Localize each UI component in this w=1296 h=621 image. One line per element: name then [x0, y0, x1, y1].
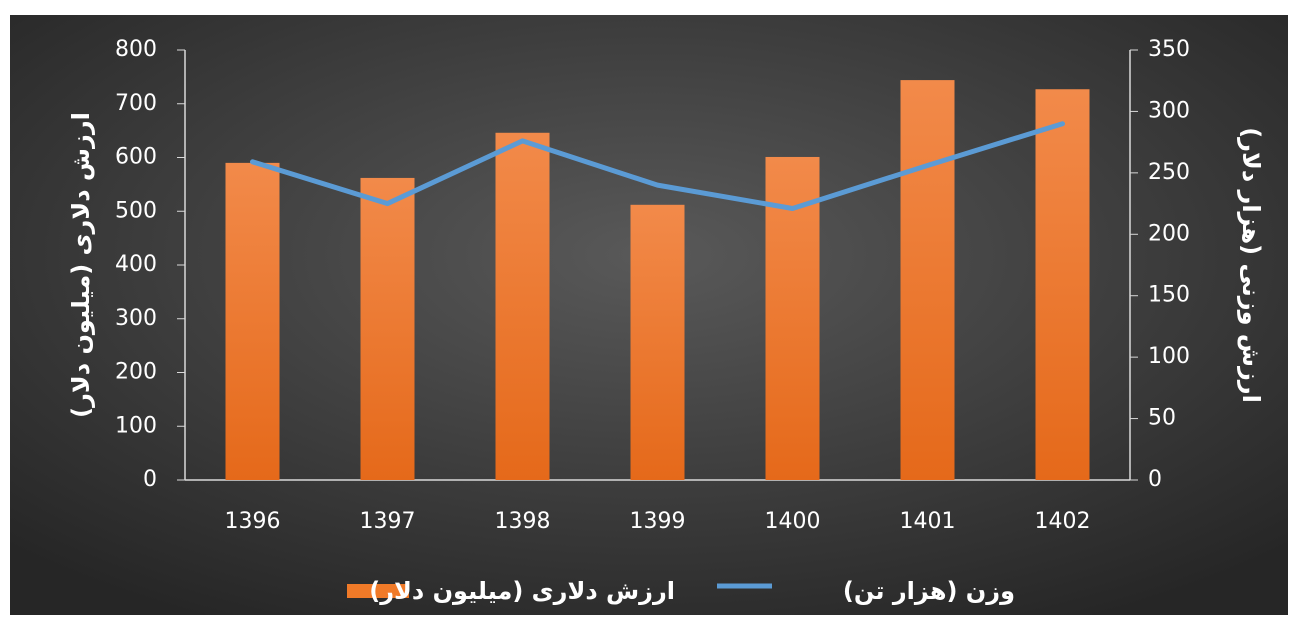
y-tick-label: 300 [115, 306, 157, 331]
bar [225, 162, 280, 480]
y-tick-label: 600 [115, 145, 157, 170]
y2-tick-label: 300 [1148, 98, 1190, 123]
legend-label: وزن (هزار تن) [843, 577, 1015, 605]
y2-tick-label: 350 [1148, 37, 1190, 62]
legend-swatch [347, 584, 409, 598]
y-tick-label: 400 [115, 252, 157, 277]
x-tick-label: 1401 [900, 509, 956, 534]
y2-tick-label: 200 [1148, 221, 1190, 246]
x-tick-label: 1399 [630, 509, 686, 534]
y2-tick-label: 150 [1148, 283, 1190, 308]
y2-tick-label: 0 [1148, 467, 1162, 492]
bar [630, 204, 685, 481]
y-tick-label: 800 [115, 37, 157, 62]
bar [1035, 89, 1090, 481]
x-tick-label: 1402 [1035, 509, 1091, 534]
y-tick-label: 100 [115, 413, 157, 438]
x-tick-label: 1397 [360, 509, 416, 534]
y-tick-label: 500 [115, 198, 157, 223]
y-tick-label: 0 [143, 467, 157, 492]
y2-tick-label: 100 [1148, 344, 1190, 369]
x-tick-label: 1398 [495, 509, 551, 534]
line [250, 121, 1065, 211]
x-tick-label: 1400 [765, 509, 821, 534]
y-tick-label: 700 [115, 91, 157, 116]
y-tick-label: 200 [115, 360, 157, 385]
y2-tick-label: 250 [1148, 160, 1190, 185]
bar [900, 80, 955, 480]
y2-axis-title: ارزش وزنی (هزار دلار) [1237, 127, 1265, 403]
bar [360, 177, 415, 481]
y-axis-title: ارزش دلاری (میلیون دلار) [67, 112, 95, 418]
x-tick-label: 1396 [225, 509, 281, 534]
bar [495, 132, 550, 480]
legend-label: ارزش دلاری (میلیون دلار) [369, 577, 675, 605]
y2-tick-label: 50 [1148, 406, 1176, 431]
